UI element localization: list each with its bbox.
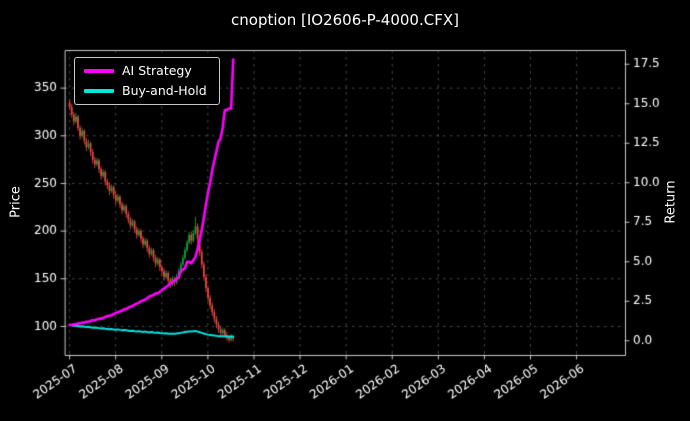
legend-item-buy-and-hold: Buy-and-Hold xyxy=(84,82,207,98)
chart-title: cnoption [IO2606-P-4000.CFX] xyxy=(231,11,459,29)
buy-and-hold-line-swatch xyxy=(84,88,114,93)
legend-item-ai-strategy: AI Strategy xyxy=(84,63,207,78)
legend: AI Strategy Buy-and-Hold xyxy=(74,57,220,105)
return-axis-label: Return xyxy=(663,180,679,224)
ai-strategy-line-swatch xyxy=(84,69,114,74)
legend-label-ai-strategy: AI Strategy xyxy=(122,63,192,78)
legend-label-buy-and-hold: Buy-and-Hold xyxy=(122,82,207,98)
price-axis-label: Price xyxy=(8,186,24,218)
